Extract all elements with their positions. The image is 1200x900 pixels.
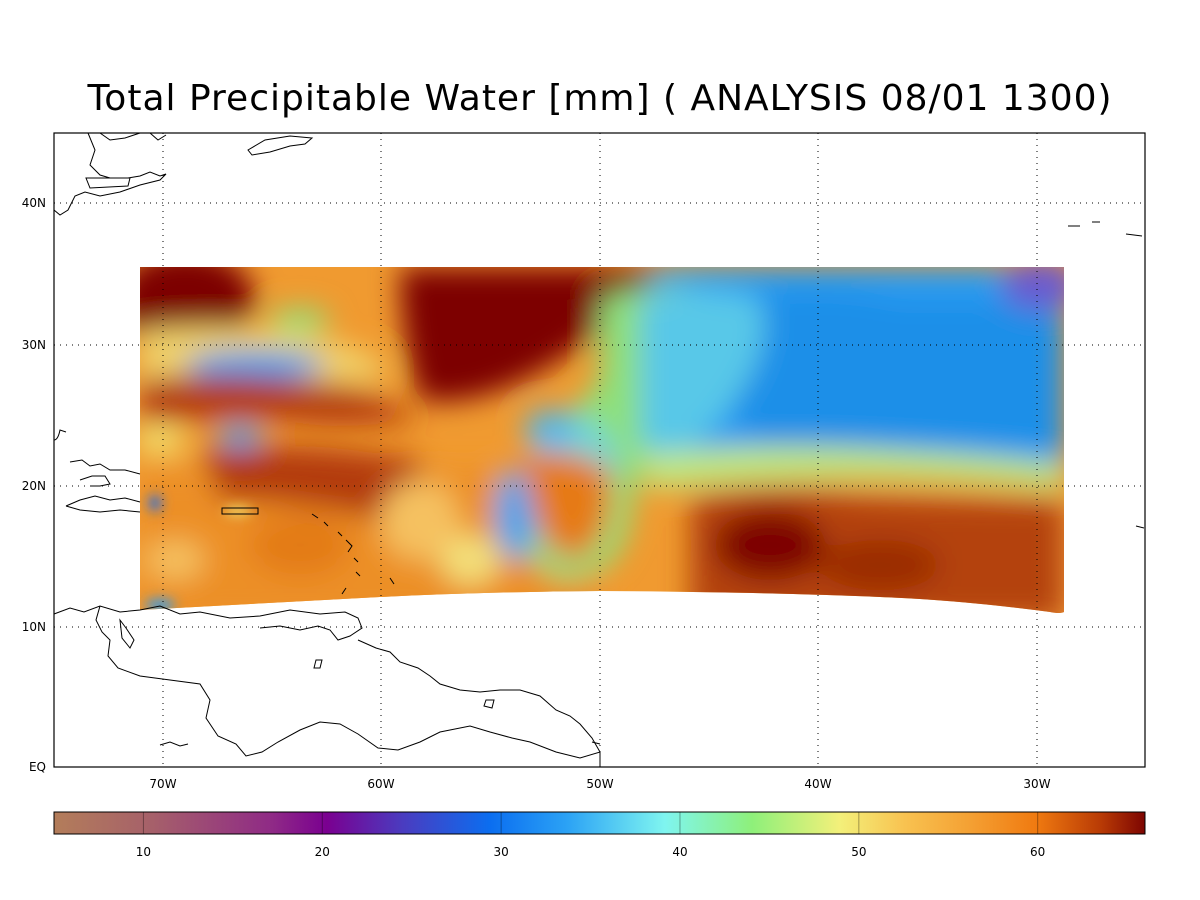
- lat-label: 20N: [22, 479, 46, 493]
- colorbar-tick-label: 30: [493, 845, 508, 859]
- lat-label: EQ: [29, 760, 46, 774]
- lon-label: 30W: [1023, 777, 1050, 791]
- graticule: [54, 133, 1145, 767]
- lat-label: 30N: [22, 338, 46, 352]
- lon-label: 50W: [586, 777, 613, 791]
- colorbar-ticks: [142, 812, 1039, 834]
- colorbar: 10 20 30 40 50 60: [53, 811, 1146, 859]
- lon-label: 40W: [804, 777, 831, 791]
- lat-label: 40N: [22, 196, 46, 210]
- colorbar-gradient: [53, 811, 1146, 835]
- colorbar-tick-label: 20: [315, 845, 330, 859]
- colorbar-tick-label: 40: [672, 845, 687, 859]
- colorbar-tick-label: 50: [851, 845, 866, 859]
- latitude-labels: 40N 30N 20N 10N EQ: [22, 196, 46, 774]
- longitude-labels: 70W 60W 50W 40W 30W: [149, 777, 1050, 791]
- lon-label: 70W: [149, 777, 176, 791]
- colorbar-labels: 10 20 30 40 50 60: [136, 845, 1046, 859]
- lon-label: 60W: [367, 777, 394, 791]
- lat-label: 10N: [22, 620, 46, 634]
- colorbar-tick-label: 10: [136, 845, 151, 859]
- coastlines: [53, 132, 1145, 767]
- precipitable-water-field: [140, 267, 1064, 613]
- map-title: Total Precipitable Water [mm] ( ANALYSIS…: [87, 78, 1113, 119]
- colorbar-tick-label: 60: [1030, 845, 1045, 859]
